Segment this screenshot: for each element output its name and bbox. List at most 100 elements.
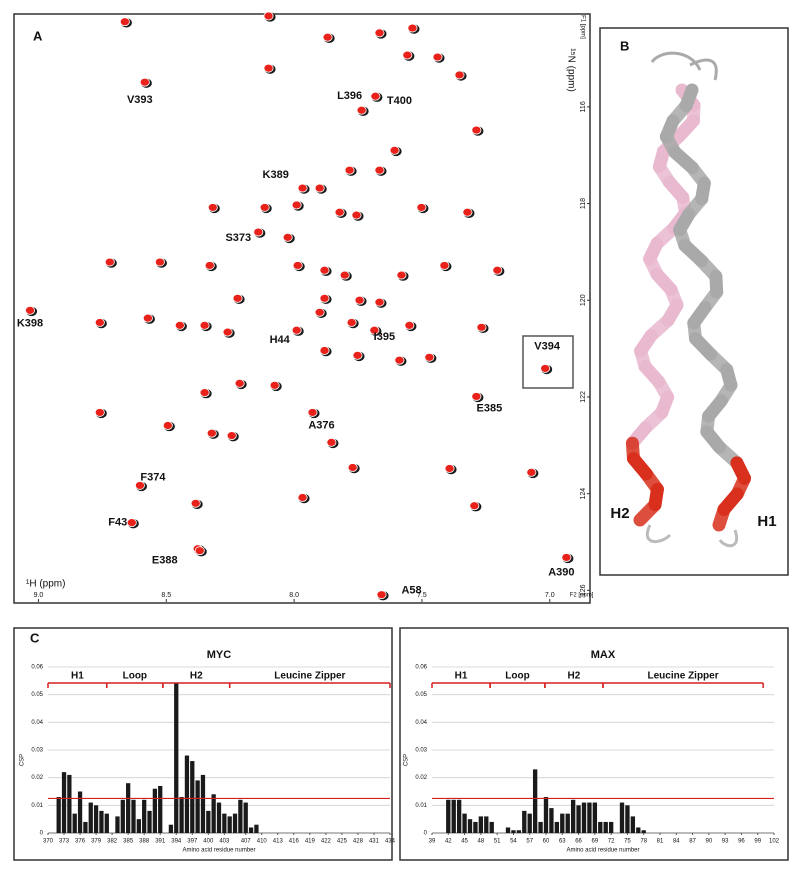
panel-label: A [33, 28, 43, 43]
x-tick-label: 410 [257, 839, 268, 845]
chart-title: MAX [591, 649, 616, 661]
loop [650, 51, 718, 81]
x-tick-label: 102 [769, 839, 780, 845]
bar [592, 802, 598, 833]
x-tick-label: 8.5 [161, 592, 171, 599]
y-tick-label: 0.03 [31, 748, 43, 754]
peak-bound [561, 553, 572, 562]
peak-label: F43 [108, 517, 127, 529]
bar [83, 821, 88, 833]
x-tick-label: 403 [219, 839, 230, 845]
peak-bound [259, 203, 270, 212]
peak-bound [374, 297, 385, 307]
y-tick-label: 0.04 [31, 720, 43, 726]
peak-bound [226, 431, 237, 441]
peak-label: K389 [263, 169, 289, 181]
bar [451, 799, 456, 833]
x-tick-label: 376 [75, 839, 86, 845]
bar [142, 799, 147, 833]
helix-segment [633, 498, 662, 527]
peak-label: I395 [374, 331, 395, 343]
peak-bound [319, 265, 330, 275]
peak-bound [94, 408, 105, 417]
bar [72, 813, 77, 833]
bar [190, 761, 195, 833]
bar [248, 827, 254, 833]
bar [77, 791, 83, 833]
bar [511, 830, 516, 833]
bar [608, 821, 614, 833]
peak-bound [462, 207, 473, 217]
x-tick-label: 397 [187, 839, 198, 845]
peak-bound [394, 355, 405, 365]
peak-bound [432, 52, 443, 62]
bar [104, 813, 109, 833]
peak-label: V394 [534, 340, 561, 352]
peak-bound [339, 270, 350, 280]
bar [467, 819, 473, 833]
bar [603, 821, 608, 833]
peak-bound [404, 320, 415, 330]
bar [56, 797, 61, 833]
peak-bound [204, 261, 215, 270]
bar [587, 802, 592, 833]
bar [473, 821, 478, 833]
y-tick-label: 0.02 [415, 775, 427, 781]
x-tick-label: 93 [722, 839, 729, 845]
peak-bound [232, 293, 243, 303]
peak-bound [526, 467, 537, 477]
bar [61, 772, 67, 833]
peak-bound [282, 232, 293, 242]
peak-bound [291, 325, 302, 335]
bar [532, 769, 538, 833]
bar [222, 813, 227, 833]
x-tick-label: 72 [608, 839, 615, 845]
peak-bound [402, 50, 413, 60]
peak-bound [396, 270, 407, 280]
x-tick-label: 425 [337, 839, 348, 845]
y-tick-label: 124 [580, 488, 587, 500]
bar [581, 802, 587, 833]
bar [211, 794, 216, 833]
peak-bound [454, 70, 465, 80]
peak-bound [322, 32, 333, 42]
bar [158, 785, 163, 833]
peak-bound [126, 518, 137, 528]
bar [254, 824, 259, 833]
peak-bound [471, 125, 482, 135]
bar [136, 819, 141, 833]
y-tick-label: 0.05 [415, 692, 427, 698]
x-tick-label: 63 [559, 839, 566, 845]
peak-bound [297, 493, 308, 502]
peak-bound [269, 380, 280, 390]
peak-label: E385 [477, 402, 503, 414]
bar [238, 799, 243, 833]
peak-bound [292, 261, 303, 270]
peak-bound [370, 91, 381, 101]
peak-bound [154, 257, 165, 267]
bar [549, 808, 554, 833]
region-label: H1 [455, 671, 468, 682]
x-axis-label: Amino acid residue number [182, 848, 255, 854]
region-label: Leucine Zipper [274, 671, 345, 682]
bar [484, 816, 489, 833]
peak-bound [25, 306, 36, 315]
y-tick-label: 0.05 [31, 692, 43, 698]
peak-bound [319, 346, 330, 355]
bar [174, 683, 179, 833]
y-axis-label: CSP [20, 754, 26, 766]
y-tick-label: 118 [580, 198, 587, 209]
peak-bound [206, 428, 217, 438]
peak-label: A376 [308, 419, 334, 431]
peak-bound [334, 207, 345, 217]
x-unit-label: F2 [ppm] [570, 593, 594, 599]
bar [232, 813, 238, 833]
x-tick-label: 7.0 [545, 592, 555, 599]
bar [168, 824, 174, 833]
x-tick-label: 382 [107, 839, 118, 845]
bar [625, 805, 630, 833]
peak-bound [356, 105, 367, 115]
peak-bound [134, 481, 145, 490]
peak-bound [374, 28, 385, 38]
